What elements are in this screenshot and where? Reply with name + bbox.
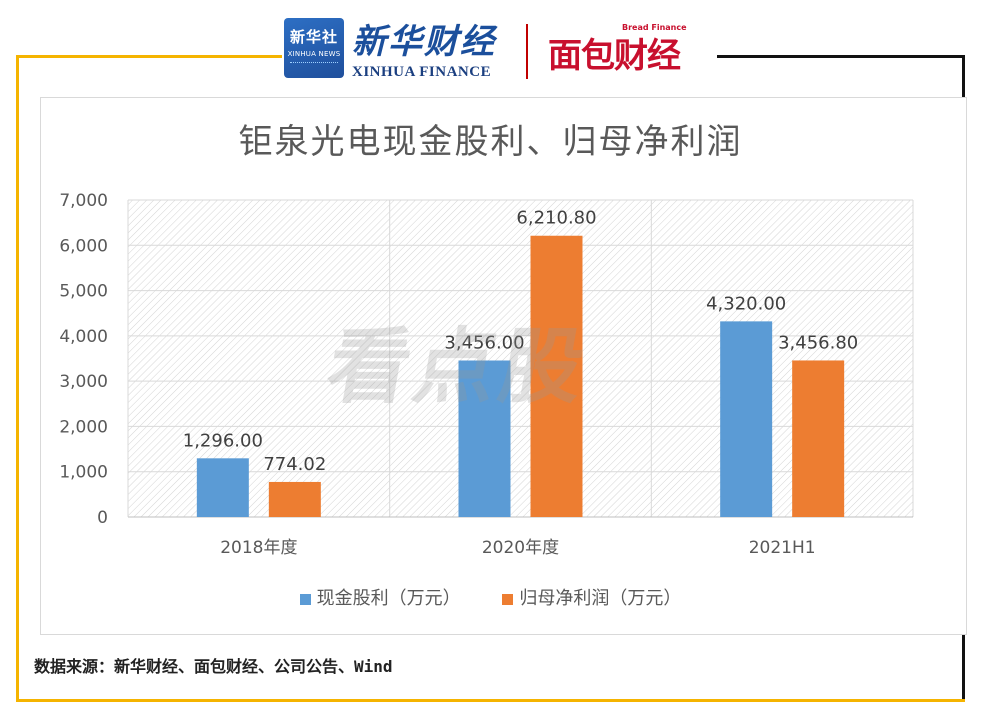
legend-swatch-blue (299, 593, 311, 605)
bar-net-profit (792, 360, 845, 517)
y-tick-label: 6,000 (59, 236, 108, 256)
legend-item-cash-dividend: 现金股利（万元） (299, 584, 461, 610)
y-tick-label: 5,000 (59, 282, 108, 302)
frame-bottom-border (16, 699, 965, 702)
bar-cash-dividend (458, 360, 511, 517)
data-label: 4,320.00 (706, 293, 786, 314)
x-tick-label: 2018年度 (220, 538, 297, 558)
data-label: 3,456.00 (444, 332, 524, 353)
y-tick-label: 0 (97, 508, 108, 528)
xinhua-finance-logo-en: XINHUA FINANCE (352, 64, 492, 80)
watermark-text: 看点股 (320, 320, 595, 415)
bread-finance-logo-en: Bread Finance (622, 23, 687, 32)
xinhua-news-logo: 新华社 XINHUA NEWS (284, 18, 344, 78)
data-label: 3,456.80 (778, 332, 858, 353)
xinhua-badge-en: XINHUA NEWS (287, 50, 341, 58)
x-tick-label: 2020年度 (482, 538, 559, 558)
data-label: 774.02 (263, 454, 326, 475)
frame-left-border (16, 55, 19, 701)
y-tick-label: 2,000 (59, 417, 108, 437)
data-label: 1,296.00 (183, 430, 263, 451)
frame-top-left-border (17, 55, 282, 58)
frame-top-right-border (717, 55, 964, 58)
xinhua-badge-cn: 新华社 (289, 28, 338, 46)
y-tick-label: 1,000 (59, 463, 108, 483)
y-tick-label: 3,000 (59, 372, 108, 392)
legend-label: 归母净利润（万元） (519, 588, 682, 609)
network-pattern-icon (290, 62, 338, 75)
chart-legend: 现金股利（万元） 归母净利润（万元） (0, 584, 981, 610)
chart-title: 钜泉光电现金股利、归母净利润 (238, 122, 743, 162)
x-tick-label: 2021H1 (749, 538, 816, 558)
bread-finance-logo-cn: 面包财经 (548, 36, 681, 76)
bar-cash-dividend (720, 321, 773, 517)
bar-cash-dividend (196, 458, 249, 517)
data-source-note: 数据来源：新华财经、面包财经、公司公告、Wind (34, 657, 393, 676)
bar-net-profit (268, 481, 321, 517)
y-tick-label: 7,000 (59, 191, 108, 211)
legend-item-net-profit: 归母净利润（万元） (502, 584, 681, 610)
data-label: 6,210.80 (516, 208, 596, 229)
logo-divider (526, 24, 528, 79)
plot-area (128, 200, 913, 517)
legend-label: 现金股利（万元） (316, 588, 461, 609)
bar-net-profit (530, 235, 583, 517)
y-tick-label: 4,000 (59, 327, 108, 347)
legend-swatch-orange (502, 593, 514, 605)
xinhua-finance-logo-cn: 新华财经 (352, 22, 496, 62)
